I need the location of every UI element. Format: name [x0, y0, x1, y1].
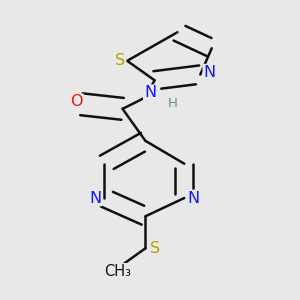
Text: N: N: [89, 190, 101, 206]
Text: N: N: [203, 65, 215, 80]
Text: S: S: [115, 53, 125, 68]
Text: CH₃: CH₃: [104, 264, 131, 279]
Text: H: H: [168, 97, 178, 110]
Text: O: O: [70, 94, 83, 110]
Text: N: N: [144, 85, 156, 100]
Text: S: S: [149, 241, 160, 256]
Text: N: N: [188, 190, 200, 206]
